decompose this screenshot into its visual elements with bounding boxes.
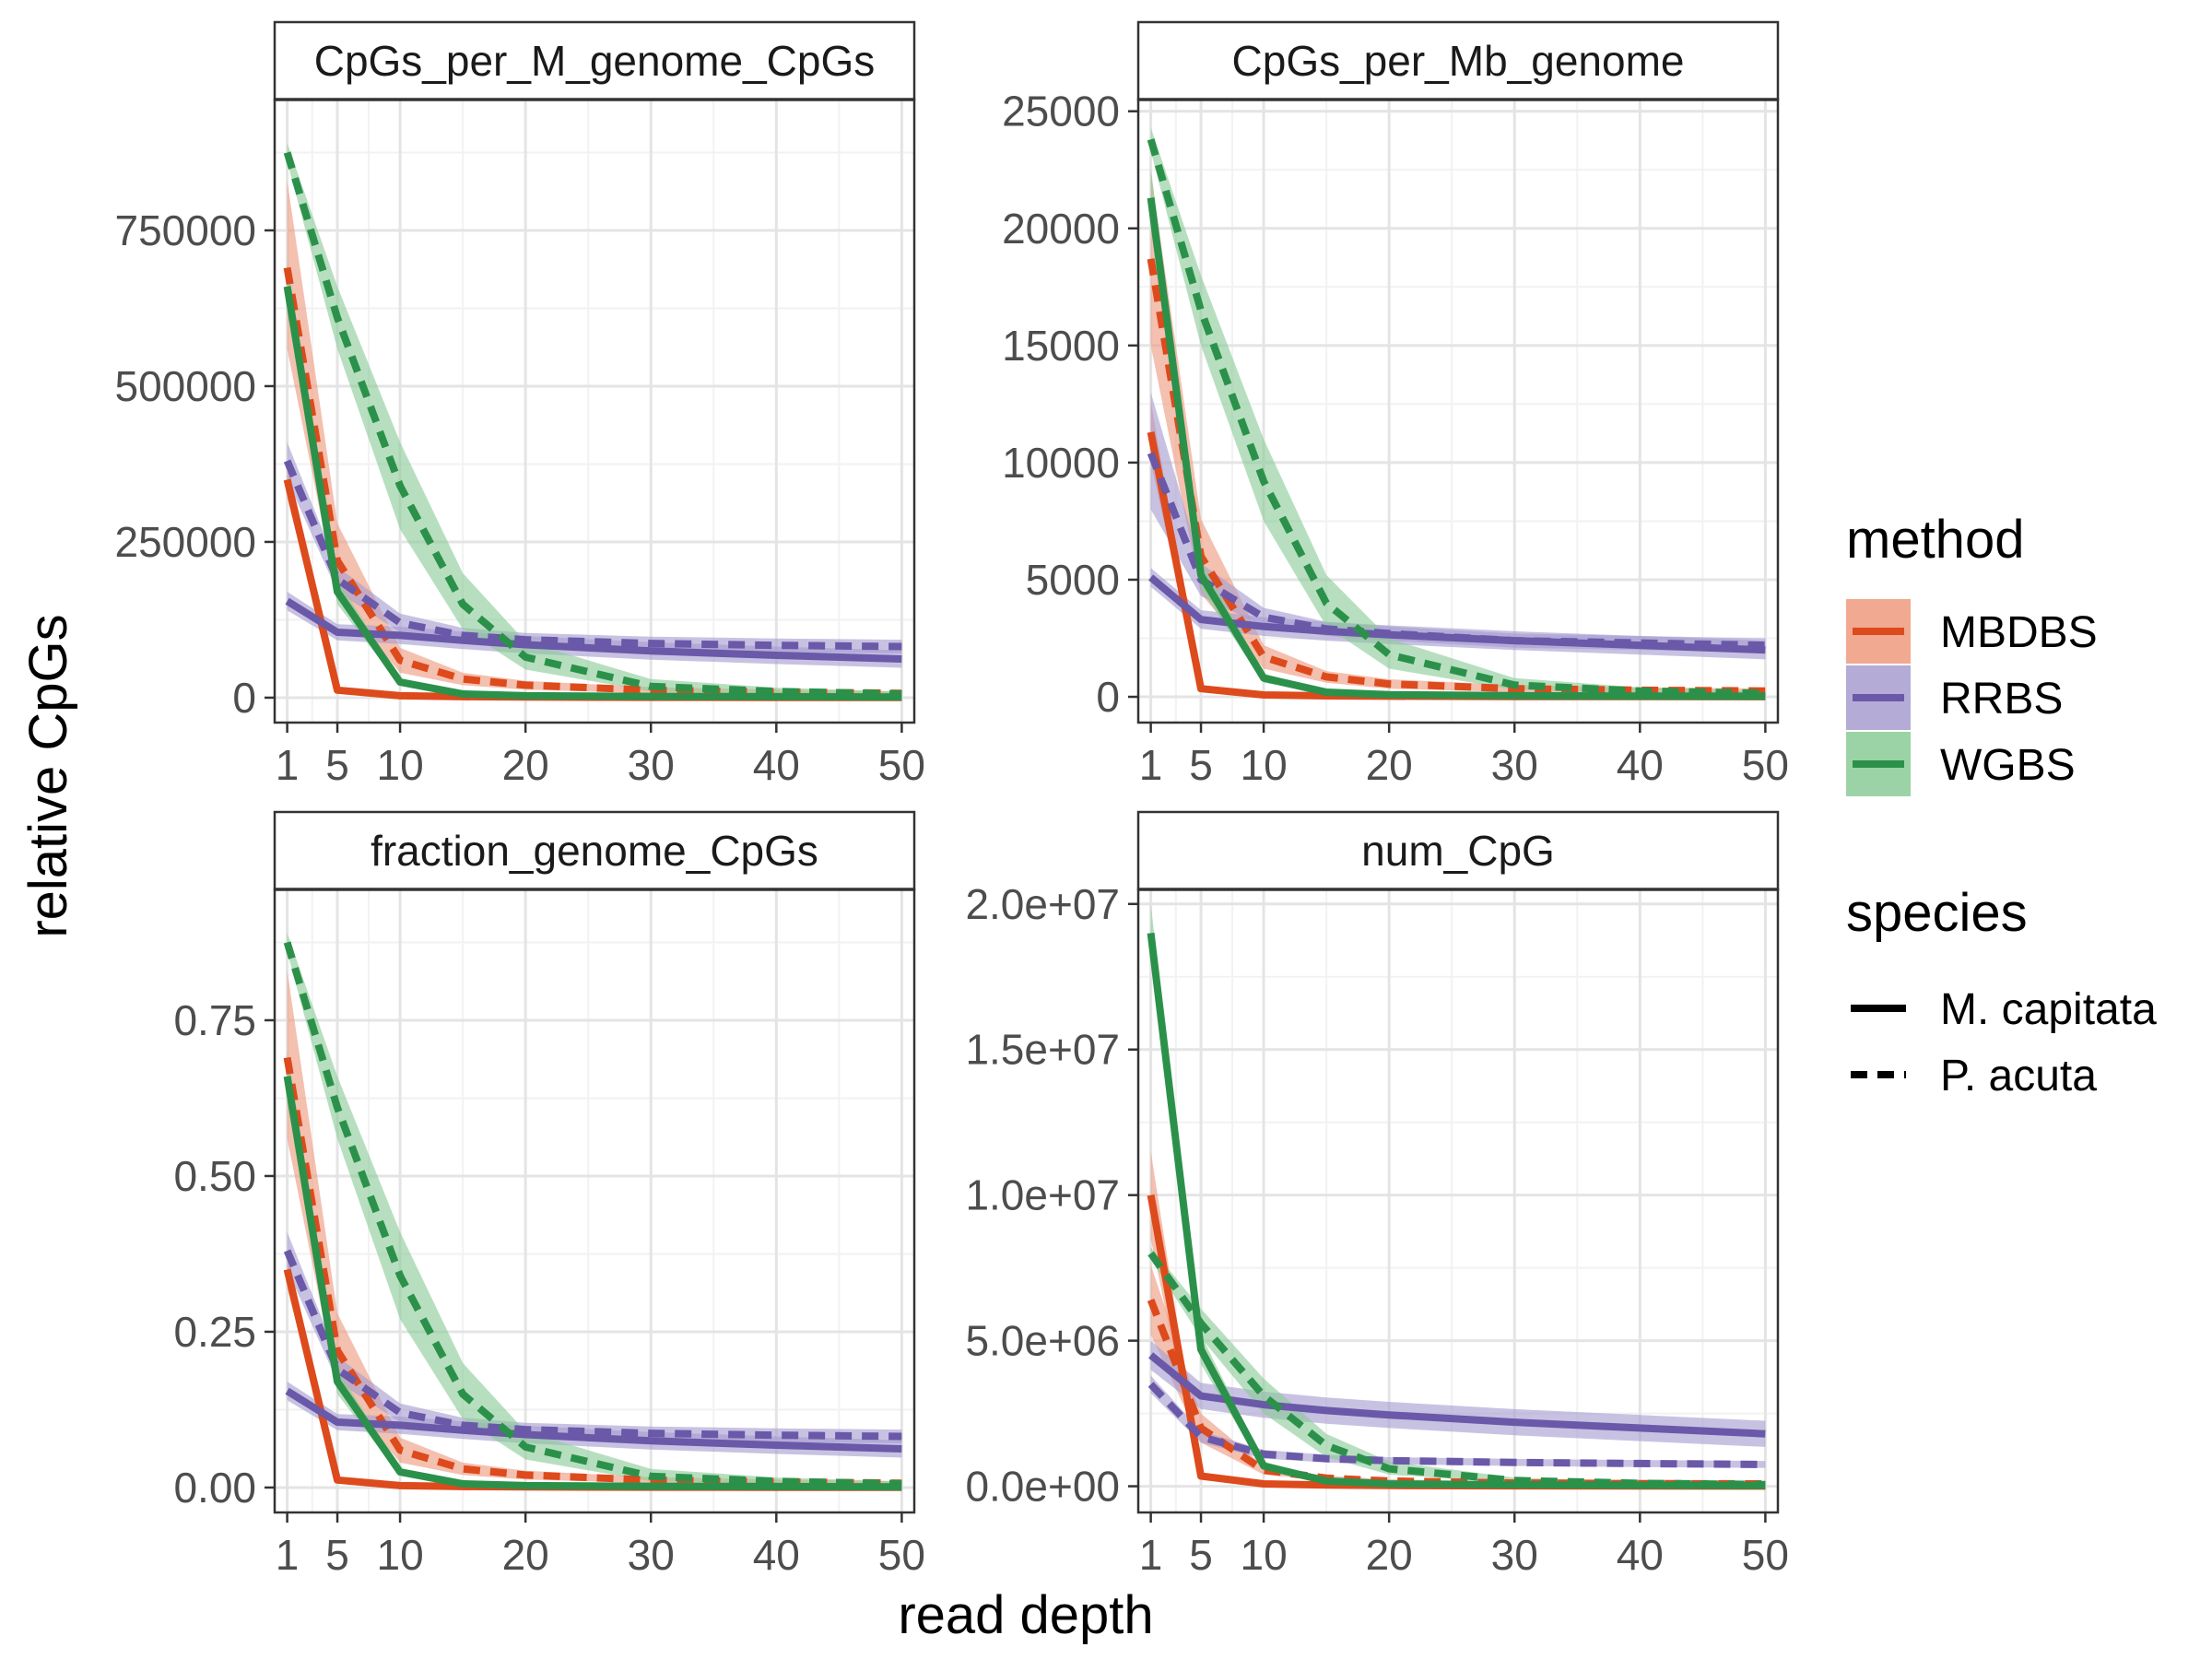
panel-fraction-genome-cpgs: fraction_genome_CpGs 0.00 0.25 0.50 0.75 1 5 10… <box>173 810 925 1579</box>
legend-label-wgbs: WGBS <box>1940 741 2076 790</box>
line-mbdbs-p-acuta <box>283 1056 902 1488</box>
legend-label-m-capitata: M. capitata <box>1940 985 2157 1034</box>
x-tick-label: 1 <box>1139 1531 1163 1579</box>
line-wgbs-p-acuta <box>283 941 902 1488</box>
y-tick-label: 750000 <box>115 206 257 254</box>
y-tick-label: 0.0e+00 <box>965 1463 1120 1511</box>
x-tick-label: 10 <box>376 1531 423 1579</box>
y-tick-label: 1.5e+07 <box>965 1026 1120 1074</box>
legend-label-mbdbs: MBDBS <box>1940 608 2098 657</box>
x-tick-label: 20 <box>1366 741 1413 789</box>
y-tick-label: 20000 <box>1002 205 1120 253</box>
strip-background <box>1136 810 1780 891</box>
panel-cpgs-per-mb-genome: CpGs_per_Mb_genome 0 5000 10000 15000 20000 25… <box>1002 20 1789 789</box>
y-axis-title: relative CpGs <box>18 614 78 937</box>
line-mbdbs-p-acuta <box>283 266 902 698</box>
strip-background <box>273 810 916 891</box>
panel-cpgs-per-m-genome-cpgs: CpGs_per_M_genome_CpGs 0 250000 500000 75000… <box>115 20 925 789</box>
legend-label-rrbs: RRBS <box>1940 675 2063 724</box>
line-wgbs-m-capitata <box>283 286 902 701</box>
line-rrbs-m-capitata <box>1148 1352 1766 1438</box>
line-rrbs-p-acuta <box>283 459 902 651</box>
strip-title: CpGs_per_M_genome_CpGs <box>314 37 876 85</box>
legend-species-entries: M. capitata P. acuta <box>1851 985 2157 1100</box>
x-axis-title: read depth <box>898 1585 1153 1645</box>
x-tick-label: 1 <box>276 741 300 789</box>
x-tick-label: 50 <box>1742 1531 1789 1579</box>
y-tick-label: 15000 <box>1002 322 1120 370</box>
x-tick-label: 50 <box>878 741 925 789</box>
y-tick-label: 0 <box>232 674 256 722</box>
x-tick-label: 30 <box>628 1531 675 1579</box>
y-tick-label: 0 <box>1096 673 1120 721</box>
strip-title: CpGs_per_Mb_genome <box>1232 37 1685 85</box>
y-tick-label: 0.50 <box>173 1152 256 1200</box>
x-tick-label: 50 <box>878 1531 925 1579</box>
x-tick-label: 1 <box>276 1531 300 1579</box>
panel-num-cpg: num_CpG 0.0e+00 5.0e+06 1.0e+07 1.5e+07 2.0e+… <box>965 810 1789 1579</box>
x-tick-label: 20 <box>1366 1531 1413 1579</box>
legend-species-title: species <box>1846 883 2028 943</box>
y-tick-label: 10000 <box>1002 439 1120 487</box>
line-rrbs-p-acuta <box>283 1249 902 1441</box>
line-rrbs-m-capitata <box>285 1387 902 1453</box>
line-wgbs-p-acuta <box>1147 138 1766 698</box>
x-tick-label: 5 <box>1189 741 1213 789</box>
line-wgbs-m-capitata <box>283 1076 902 1491</box>
y-tick-label: 25000 <box>1002 88 1120 135</box>
y-tick-label: 1.0e+07 <box>965 1171 1120 1219</box>
strip-background <box>273 20 916 101</box>
x-tick-label: 10 <box>1240 1531 1287 1579</box>
chart-panels: CpGs_per_M_genome_CpGs025000050000075000… <box>115 20 1789 1579</box>
legend: method MBDBS RRBS WGBS species M. capitata… <box>1846 510 2157 1100</box>
x-tick-label: 5 <box>325 741 349 789</box>
y-tick-label: 0.25 <box>173 1308 256 1356</box>
x-tick-label: 10 <box>376 741 423 789</box>
x-tick-label: 40 <box>1617 1531 1664 1579</box>
y-tick-label: 0.00 <box>173 1464 256 1512</box>
y-tick-label: 250000 <box>115 518 257 566</box>
x-tick-label: 30 <box>1491 1531 1538 1579</box>
strip-title: fraction_genome_CpGs <box>371 827 818 875</box>
strip-title: num_CpG <box>1361 827 1555 875</box>
x-tick-label: 20 <box>502 741 549 789</box>
legend-item-m-capitata: M. capitata <box>1851 985 2157 1034</box>
x-tick-label: 30 <box>1491 741 1538 789</box>
y-tick-label: 500000 <box>115 362 257 410</box>
ribbon-wgbs-p-acuta <box>1150 1247 1766 1486</box>
x-tick-label: 30 <box>628 741 675 789</box>
legend-item-wgbs: WGBS <box>1846 732 2076 796</box>
legend-method-entries: MBDBS RRBS WGBS <box>1846 599 2098 796</box>
line-rrbs-p-acuta <box>1147 1382 1766 1468</box>
legend-method-title: method <box>1846 510 2024 570</box>
legend-label-p-acuta: P. acuta <box>1940 1052 2097 1100</box>
line-wgbs-m-capitata <box>1147 932 1766 1489</box>
x-tick-label: 40 <box>753 1531 800 1579</box>
legend-item-rrbs: RRBS <box>1846 665 2063 730</box>
x-tick-label: 1 <box>1139 741 1163 789</box>
line-rrbs-m-capitata <box>285 597 902 663</box>
line-wgbs-p-acuta <box>1147 1251 1766 1488</box>
x-tick-label: 40 <box>1617 741 1664 789</box>
y-tick-label: 5000 <box>1026 556 1120 604</box>
legend-item-p-acuta: P. acuta <box>1851 1052 2097 1100</box>
y-tick-label: 2.0e+07 <box>965 880 1120 928</box>
x-tick-label: 50 <box>1742 741 1789 789</box>
x-tick-label: 5 <box>325 1531 349 1579</box>
y-tick-label: 5.0e+06 <box>965 1317 1120 1365</box>
x-tick-label: 10 <box>1240 741 1287 789</box>
line-wgbs-m-capitata <box>1147 197 1766 700</box>
x-tick-label: 40 <box>753 741 800 789</box>
strip-background <box>1136 20 1780 101</box>
legend-item-mbdbs: MBDBS <box>1846 599 2098 664</box>
x-tick-label: 5 <box>1189 1531 1213 1579</box>
y-tick-label: 0.75 <box>173 996 256 1044</box>
line-wgbs-p-acuta <box>283 151 902 698</box>
x-tick-label: 20 <box>502 1531 549 1579</box>
